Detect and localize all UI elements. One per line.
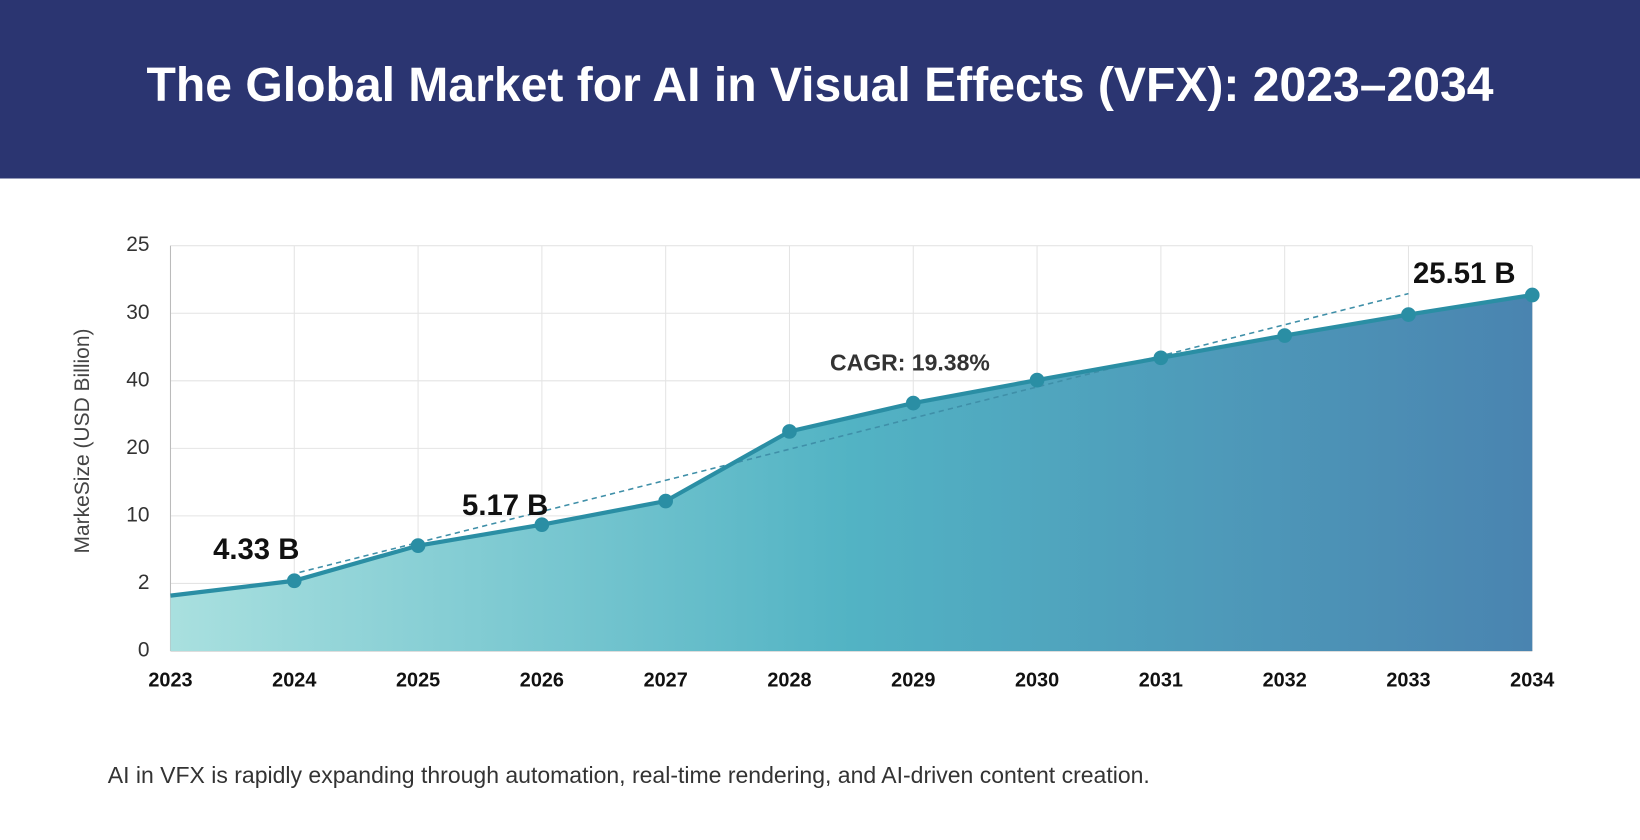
- chart-title: The Global Market for AI in Visual Effec…: [146, 58, 1493, 112]
- data-point: [1277, 328, 1292, 343]
- annotation: 4.33 B: [213, 533, 299, 566]
- y-tick-label: 0: [138, 639, 150, 662]
- data-point: [1029, 372, 1045, 388]
- data-point: [286, 573, 302, 589]
- x-tick-label: 2033: [1386, 670, 1430, 692]
- x-tick-label: 2027: [644, 670, 688, 692]
- header-banner: [0, 0, 1640, 179]
- x-tick-label: 2031: [1139, 670, 1183, 692]
- data-point: [410, 538, 426, 553]
- x-tick-label: 2034: [1510, 670, 1554, 692]
- y-tick-label: 10: [126, 503, 149, 526]
- trend-line: [299, 292, 1409, 574]
- y-axis-title: MarkeSize (USD Billion): [71, 329, 94, 554]
- annotation: CAGR: 19.38%: [830, 349, 990, 375]
- x-tick-label: 2025: [396, 670, 440, 692]
- x-tick-label: 2023: [148, 670, 192, 692]
- x-tick-label: 2024: [272, 670, 316, 692]
- data-point: [782, 424, 797, 439]
- data-point: [1524, 287, 1540, 303]
- data-point: [658, 493, 674, 509]
- caption: AI in VFX is rapidly expanding through a…: [108, 762, 1150, 788]
- x-tick-label: 2030: [1015, 670, 1059, 692]
- annotation: 5.17 B: [462, 489, 548, 522]
- y-tick-label: 25: [126, 233, 149, 256]
- data-point: [534, 517, 550, 533]
- y-tick-label: 2: [138, 571, 150, 594]
- line: [170, 292, 1533, 598]
- x-tick-label: 2028: [767, 670, 811, 692]
- x-tick-label: 2026: [520, 670, 564, 692]
- x-tick-label: 2029: [891, 670, 935, 692]
- data-point: [1401, 307, 1416, 322]
- y-tick-label: 30: [126, 301, 149, 324]
- annotation: 25.51 B: [1413, 257, 1516, 290]
- data-point: [905, 395, 921, 411]
- data-point: [1153, 350, 1169, 366]
- y-tick-label: 20: [126, 436, 149, 459]
- area: [170, 295, 1533, 651]
- plot-area: 0 2 10 20 40 30 25 2023 2024 2025 2026 2027 2028 2029…: [126, 233, 1554, 692]
- x-tick-label: 2032: [1263, 670, 1307, 692]
- y-tick-label: 40: [126, 368, 149, 391]
